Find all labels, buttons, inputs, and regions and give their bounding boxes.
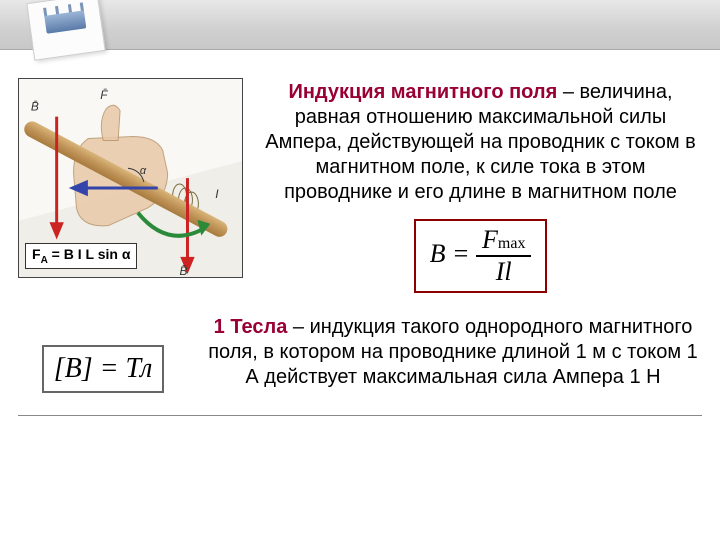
ampere-lhs: F xyxy=(32,246,41,262)
definition-term: Индукция магнитного поля xyxy=(288,81,557,103)
tesla-dash: – xyxy=(287,316,309,338)
unit-formula-box: [B] = Тл xyxy=(42,345,165,393)
tesla-row: [B] = Тл 1 Тесла – индукция такого однор… xyxy=(18,315,702,393)
ampere-rhs: = B I L sin α xyxy=(48,246,131,262)
chip-icon xyxy=(39,10,93,47)
b-top-label: B̄ xyxy=(31,100,39,114)
formula-num-sub: max xyxy=(498,235,526,252)
slide-content: α B̄ F̄ I B̄ FA = B I L sin α Индукция м… xyxy=(0,50,720,403)
definition-dash: – xyxy=(557,81,579,103)
formula-den: Il xyxy=(476,257,531,285)
tesla-term: 1 Тесла xyxy=(214,316,288,338)
ampere-force-formula: FA = B I L sin α xyxy=(25,243,137,269)
main-formula-box: B = Fmax Il xyxy=(414,219,548,293)
definition-text: Индукция магнитного поля – величина, рав… xyxy=(259,78,702,293)
ampere-lhs-sub: A xyxy=(41,255,48,266)
definition-row: α B̄ F̄ I B̄ FA = B I L sin α Индукция м… xyxy=(18,78,702,293)
formula-lhs: B xyxy=(430,239,446,268)
formula-fraction: Fmax Il xyxy=(476,227,531,285)
diagram-column: α B̄ F̄ I B̄ FA = B I L sin α xyxy=(18,78,243,293)
header-banner xyxy=(0,0,720,50)
unit-formula-text: [B] = Тл xyxy=(54,353,153,384)
f-top-label: F̄ xyxy=(100,88,108,102)
left-hand-rule-diagram: α B̄ F̄ I B̄ FA = B I L sin α xyxy=(18,78,243,278)
bottom-divider xyxy=(18,415,702,416)
formula-eq: = xyxy=(445,239,476,268)
alpha-label: α xyxy=(140,165,147,177)
b-bottom-label: B̄ xyxy=(180,264,188,277)
formula-num: F xyxy=(482,225,498,254)
logo-card xyxy=(26,0,105,61)
unit-column: [B] = Тл xyxy=(18,315,188,393)
i-right-label: I xyxy=(215,187,219,201)
tesla-definition: 1 Тесла – индукция такого однородного ма… xyxy=(204,315,702,393)
